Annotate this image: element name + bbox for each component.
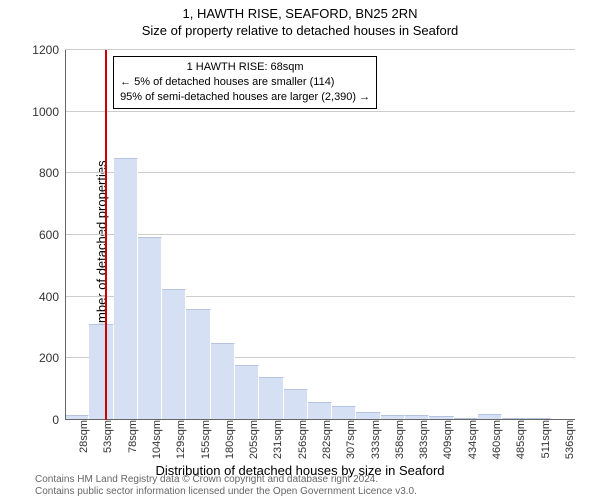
chart-plot-area: 02004006008001000120028sqm53sqm78sqm104s… [65,50,575,420]
histogram-bar [235,365,259,421]
x-tick-label: 78sqm [123,420,139,453]
histogram-bar [308,402,332,421]
x-tick-label: 53sqm [98,420,114,453]
chart-title-sub: Size of property relative to detached ho… [0,21,600,38]
histogram-bar [162,289,186,420]
info-box-line: 1 HAWTH RISE: 68sqm [120,60,370,75]
x-tick-label: 307sqm [341,420,357,459]
y-tick-label: 1200 [32,43,65,57]
x-tick-label: 511sqm [536,420,552,458]
x-tick-label: 28sqm [74,420,90,453]
property-marker-line [105,50,107,420]
x-tick-label: 409sqm [438,420,454,459]
y-tick-label: 1000 [32,105,65,119]
x-tick-label: 205sqm [244,420,260,459]
histogram-bar [332,406,356,420]
property-info-box: 1 HAWTH RISE: 68sqm← 5% of detached hous… [113,56,377,109]
footer-line-2: Contains public sector information licen… [35,486,417,498]
grid-line [65,234,575,235]
histogram-bar [114,158,138,420]
y-tick-label: 200 [39,351,65,365]
x-tick-label: 129sqm [171,420,187,459]
footer-attribution: Contains HM Land Registry data © Crown c… [35,474,417,498]
y-tick-label: 0 [52,413,65,427]
x-tick-label: 333sqm [366,420,382,459]
histogram-bar [186,309,210,420]
footer-line-1: Contains HM Land Registry data © Crown c… [35,474,417,486]
grid-line [65,172,575,173]
histogram-bar [211,343,235,420]
info-box-line: 95% of semi-detached houses are larger (… [120,90,370,105]
y-tick-label: 800 [39,166,65,180]
x-tick-label: 282sqm [317,420,333,459]
x-axis [65,419,575,420]
x-tick-label: 256sqm [293,420,309,459]
info-box-line: ← 5% of detached houses are smaller (114… [120,75,370,90]
x-tick-label: 383sqm [414,420,430,459]
x-tick-label: 358sqm [390,420,406,459]
x-tick-label: 536sqm [560,420,576,459]
histogram-bar [89,324,113,420]
x-tick-label: 434sqm [463,420,479,459]
x-tick-label: 231sqm [268,420,284,459]
grid-line [65,49,575,50]
histogram-bar [259,377,283,420]
x-tick-label: 104sqm [147,420,163,459]
x-tick-label: 155sqm [196,420,212,459]
x-tick-label: 180sqm [220,420,236,459]
x-tick-label: 485sqm [511,420,527,459]
x-tick-label: 460sqm [487,420,503,459]
histogram-bar [138,237,162,420]
y-axis [65,50,66,420]
y-tick-label: 400 [39,290,65,304]
histogram-bar [284,389,308,420]
y-tick-label: 600 [39,228,65,242]
grid-line [65,111,575,112]
chart-title-main: 1, HAWTH RISE, SEAFORD, BN25 2RN [0,0,600,21]
